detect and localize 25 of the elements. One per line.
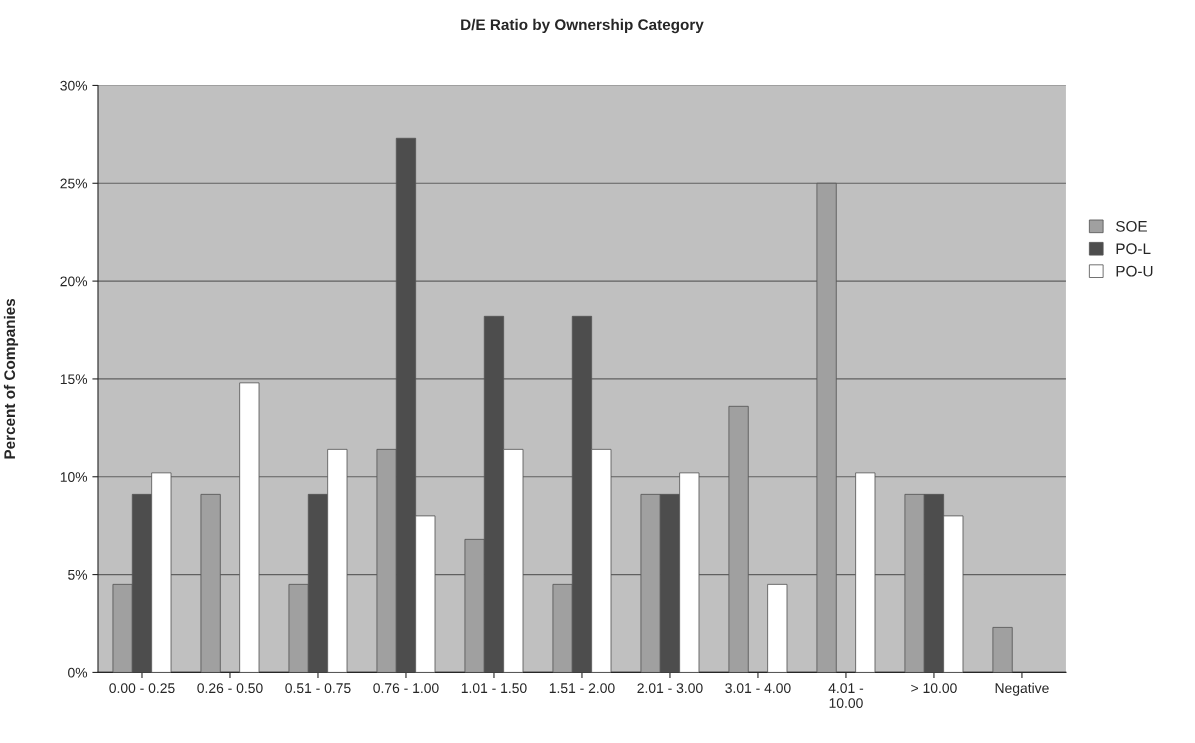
y-axis-title: Percent of Companies	[3, 298, 19, 459]
x-tick-label: 4.01 - 10.00	[828, 683, 864, 708]
x-tick-label: Negative	[995, 682, 1049, 696]
legend-label: PO-U	[1116, 265, 1153, 277]
legend-label: PO-L	[1116, 243, 1151, 255]
y-tick-label: 20%	[60, 276, 88, 287]
legend-label: SOE	[1116, 220, 1147, 232]
y-tick-label: 0%	[68, 667, 88, 678]
x-tick-label: 1.51 - 2.00	[549, 683, 615, 694]
bar	[992, 626, 1013, 673]
chart-title: D/E Ratio by Ownership Category	[461, 18, 704, 34]
x-tick-label: 1.01 - 1.50	[461, 683, 527, 694]
x-tick-label: 0.51 - 0.75	[285, 683, 351, 694]
x-tick-label: 0.00 - 0.25	[109, 683, 175, 694]
x-tick-label: 0.76 - 1.00	[373, 683, 439, 694]
y-tick-label: 30%	[60, 80, 88, 91]
bar	[767, 583, 788, 673]
y-tick-label: 25%	[60, 178, 88, 189]
y-tick-label: 15%	[60, 374, 88, 385]
x-tick-label: > 10.00	[911, 683, 957, 694]
y-tick-label: 5%	[68, 569, 88, 580]
x-tick-label: 2.01 - 3.00	[637, 683, 703, 694]
x-tick-label: 0.26 - 0.50	[197, 683, 263, 694]
y-tick-label: 10%	[60, 472, 88, 482]
x-tick-label: 3.01 - 4.00	[725, 683, 791, 694]
